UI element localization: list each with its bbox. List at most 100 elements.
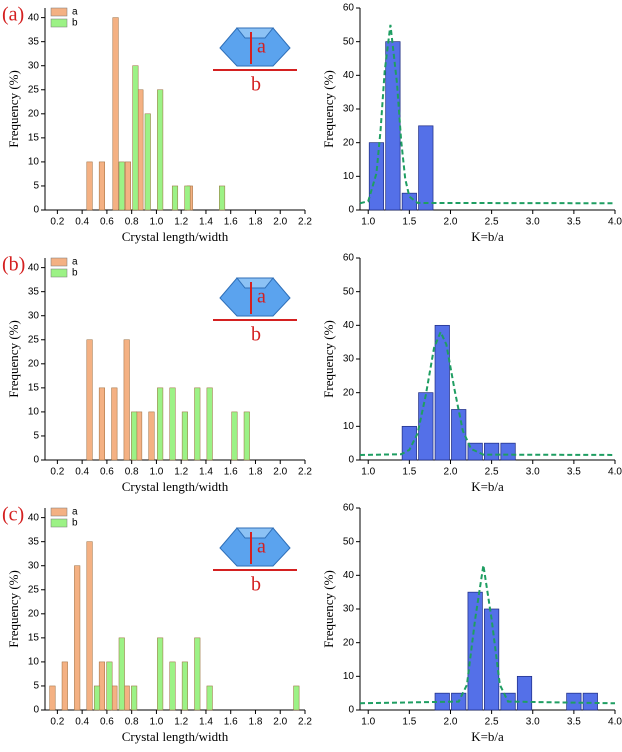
x-tick-label: 1.8 [249, 717, 263, 728]
bar [194, 637, 201, 711]
bar [131, 685, 138, 711]
chart-panel: 0.2 0.4 0.6 0.8 1.0 1.2 1.4 1.6 1.8 2.0 2.2 0 5 10 15 2… [2, 254, 312, 494]
y-axis-label: Frequency (%) [321, 570, 336, 648]
y-tick-label: 40 [28, 512, 40, 523]
bar [243, 411, 250, 461]
legend-swatch [50, 257, 68, 267]
y-tick-label: 60 [343, 253, 355, 264]
x-axis-label: K=b/a [471, 479, 504, 494]
y-tick-label: 10 [343, 671, 355, 682]
legend-swatch [50, 268, 68, 278]
y-tick-label: 60 [343, 3, 355, 14]
x-tick-label: 3.5 [567, 467, 581, 478]
histogram-bar [434, 324, 450, 461]
bar [74, 565, 81, 711]
y-tick-label: 20 [28, 108, 40, 119]
panel-label: (a) [2, 4, 24, 26]
x-tick-label: 1.2 [174, 467, 188, 478]
bar [231, 411, 238, 461]
histogram-bar [401, 425, 417, 461]
y-tick-label: 20 [343, 137, 355, 148]
x-tick-label: 3.5 [567, 217, 581, 228]
histogram-bar [500, 442, 516, 461]
y-tick-label: 30 [343, 104, 355, 115]
x-tick-label: 1.0 [361, 717, 375, 728]
x-tick-label: 0.6 [100, 467, 114, 478]
legend-label: b [72, 18, 78, 29]
legend-label: a [72, 7, 78, 18]
annotation-b: b [251, 324, 261, 346]
histogram-bar [467, 591, 483, 711]
annotation-a: a [257, 36, 266, 58]
y-tick-label: 20 [28, 608, 40, 619]
bar [111, 387, 118, 461]
y-axis-label: Frequency (%) [321, 70, 336, 148]
y-tick-label: 30 [28, 560, 40, 571]
bar [86, 161, 93, 211]
x-tick-label: 1.0 [361, 217, 375, 228]
y-tick-label: 25 [28, 334, 40, 345]
x-tick-label: 1.5 [402, 217, 416, 228]
x-tick-label: 2.5 [485, 717, 499, 728]
y-tick-label: 40 [28, 262, 40, 273]
y-tick-label: 50 [343, 36, 355, 47]
bar [86, 339, 93, 461]
x-tick-label: 4.0 [608, 467, 622, 478]
legend-label: a [72, 257, 78, 268]
x-tick-label: 2.0 [444, 717, 458, 728]
x-tick-label: 1.2 [174, 717, 188, 728]
bar [112, 17, 119, 211]
x-tick-label: 2.0 [444, 217, 458, 228]
x-tick-label: 3.0 [526, 467, 540, 478]
y-tick-label: 40 [343, 570, 355, 581]
y-tick-label: 0 [348, 455, 354, 466]
x-tick-label: 4.0 [608, 717, 622, 728]
x-tick-label: 1.6 [224, 217, 238, 228]
legend-label: b [72, 268, 78, 279]
x-axis-label: Crystal length/width [122, 479, 229, 494]
y-tick-label: 30 [343, 604, 355, 615]
histogram-bar [418, 392, 434, 461]
x-tick-label: 2.0 [273, 467, 287, 478]
bar [184, 185, 191, 211]
crystal-face [235, 27, 275, 39]
y-tick-label: 20 [343, 637, 355, 648]
bar [131, 411, 138, 461]
y-tick-label: 15 [28, 132, 40, 143]
bar [219, 185, 226, 211]
y-tick-label: 35 [28, 286, 40, 297]
x-tick-label: 1.5 [402, 467, 416, 478]
annotation-b: b [251, 574, 261, 596]
y-tick-label: 40 [343, 70, 355, 81]
y-tick-label: 20 [28, 358, 40, 369]
bar [148, 411, 155, 461]
bar [106, 661, 113, 711]
histogram-bar [484, 442, 500, 461]
x-axis-label: K=b/a [471, 729, 504, 744]
y-axis-label: Frequency (%) [6, 320, 21, 398]
x-tick-label: 1.5 [402, 717, 416, 728]
fit-curve [359, 329, 616, 456]
x-tick-label: 1.6 [224, 717, 238, 728]
chart-panel: 1.0 1.5 2.0 2.5 3.0 3.5 4.0 0 10 20 30 40 50 60 K=b/a F… [321, 253, 622, 494]
fit-curve [359, 565, 616, 705]
panel-label: (b) [2, 254, 25, 276]
bar [157, 89, 164, 211]
x-tick-label: 0.6 [100, 717, 114, 728]
x-tick-label: 2.0 [444, 467, 458, 478]
legend-swatch [50, 18, 68, 28]
x-tick-label: 0.4 [75, 217, 89, 228]
y-tick-label: 5 [33, 681, 39, 692]
y-tick-label: 0 [33, 705, 39, 716]
x-tick-label: 1.0 [361, 467, 375, 478]
bar [49, 685, 56, 711]
annotation-a: a [257, 536, 266, 558]
bar [61, 661, 68, 711]
bar [157, 387, 164, 461]
x-tick-label: 1.8 [249, 467, 263, 478]
y-tick-label: 0 [33, 455, 39, 466]
y-tick-label: 5 [33, 431, 39, 442]
x-tick-label: 2.0 [273, 217, 287, 228]
bar [206, 387, 213, 461]
